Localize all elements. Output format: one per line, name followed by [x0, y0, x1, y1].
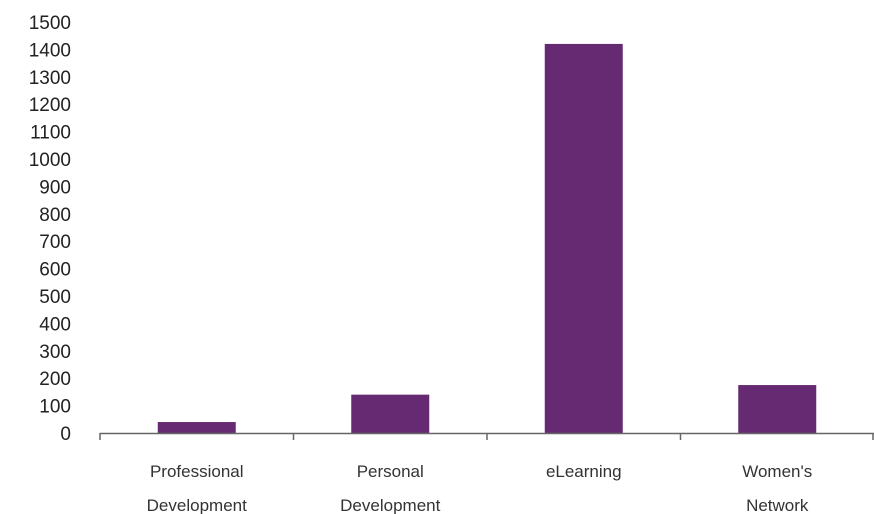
y-tick-label: 600	[39, 260, 71, 281]
x-category-label: eLearning	[546, 462, 622, 481]
y-tick-label: 0	[60, 424, 71, 445]
y-tick-label: 300	[39, 342, 71, 363]
bar	[544, 43, 623, 434]
x-category-label: Network	[746, 496, 809, 514]
bar	[351, 394, 430, 433]
x-axis-tick-marks	[99, 433, 874, 440]
bar	[738, 385, 817, 433]
bar	[157, 422, 236, 433]
y-tick-label: 500	[39, 287, 71, 308]
y-tick-label: 1100	[30, 123, 71, 144]
y-tick-label: 1300	[29, 68, 71, 89]
bars	[157, 43, 817, 434]
y-tick-label: 400	[39, 314, 71, 335]
y-tick-label: 1200	[29, 95, 71, 116]
x-category-label: Development	[340, 496, 440, 514]
x-category-label: Women's	[742, 462, 812, 481]
x-axis-category-labels: Professional Development Personal Developme…	[147, 462, 813, 514]
y-tick-label: 900	[39, 177, 71, 198]
x-category-label: Professional	[150, 462, 244, 481]
y-tick-label: 1000	[29, 150, 71, 171]
x-category-label: Personal	[357, 462, 424, 481]
y-tick-label: 200	[39, 369, 71, 390]
x-category-label: Development	[147, 496, 247, 514]
y-axis-tick-labels: 0 100 200 300 400 500 600 700 800 900 1000 1100 1200…	[29, 13, 71, 445]
y-tick-label: 100	[39, 397, 71, 418]
y-tick-label: 800	[39, 205, 71, 226]
y-tick-label: 700	[39, 232, 71, 253]
y-tick-label: 1400	[29, 40, 71, 61]
y-tick-label: 1500	[29, 13, 71, 34]
